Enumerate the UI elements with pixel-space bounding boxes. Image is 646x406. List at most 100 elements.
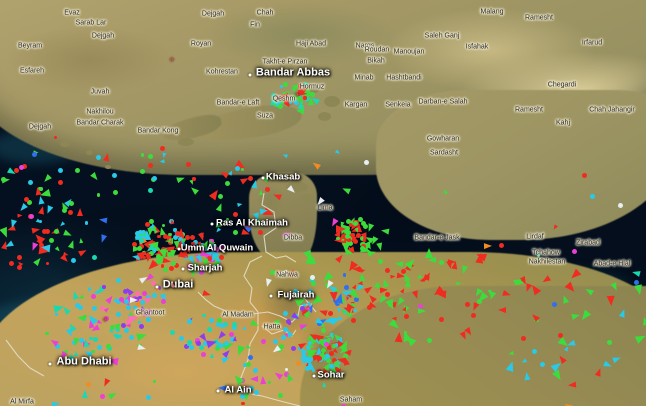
vessel-marker[interactable] xyxy=(484,242,493,250)
vessel-marker[interactable] xyxy=(16,254,22,260)
vessel-marker[interactable] xyxy=(9,260,15,266)
vessel-marker[interactable] xyxy=(202,313,206,317)
vessel-marker[interactable] xyxy=(345,233,351,239)
vessel-marker[interactable] xyxy=(299,306,305,312)
vessel-marker[interactable] xyxy=(186,248,191,253)
vessel-marker[interactable] xyxy=(173,228,177,232)
vessel-marker[interactable] xyxy=(19,164,25,170)
vessel-marker[interactable] xyxy=(321,381,327,388)
vessel-marker[interactable] xyxy=(28,179,34,185)
vessel-marker[interactable] xyxy=(362,224,368,229)
vessel-marker[interactable] xyxy=(279,343,285,349)
vessel-marker[interactable] xyxy=(142,251,146,255)
vessel-marker[interactable] xyxy=(145,222,151,228)
vessel-marker[interactable] xyxy=(45,228,51,234)
vessel-marker[interactable] xyxy=(351,265,360,272)
vessel-marker[interactable] xyxy=(342,240,348,246)
vessel-marker[interactable] xyxy=(327,311,333,317)
vessel-marker[interactable] xyxy=(141,291,147,297)
vessel-marker[interactable] xyxy=(226,218,230,222)
vessel-marker[interactable] xyxy=(192,239,198,245)
vessel-marker[interactable] xyxy=(216,321,222,327)
vessel-marker[interactable] xyxy=(232,321,238,327)
vessel-marker[interactable] xyxy=(99,394,105,400)
vessel-marker[interactable] xyxy=(140,229,146,235)
vessel-marker[interactable] xyxy=(147,187,153,193)
vessel-marker[interactable] xyxy=(342,354,348,360)
vessel-marker[interactable] xyxy=(344,285,350,291)
vessel-marker[interactable] xyxy=(567,381,577,388)
vessel-marker[interactable] xyxy=(242,326,246,331)
vessel-marker[interactable] xyxy=(138,324,144,330)
vessel-marker[interactable] xyxy=(233,211,239,217)
vessel-marker[interactable] xyxy=(156,259,162,265)
vessel-marker[interactable] xyxy=(278,95,284,101)
vessel-marker[interactable] xyxy=(238,385,244,391)
vessel-marker[interactable] xyxy=(179,242,185,248)
vessel-marker[interactable] xyxy=(290,345,296,351)
vessel-marker[interactable] xyxy=(115,312,121,318)
vessel-marker[interactable] xyxy=(199,270,205,276)
vessel-marker[interactable] xyxy=(190,234,196,240)
vessel-marker[interactable] xyxy=(304,365,310,371)
vessel-marker[interactable] xyxy=(447,258,456,266)
vessel-marker[interactable] xyxy=(438,316,444,322)
vessel-marker[interactable] xyxy=(208,239,213,243)
vessel-marker[interactable] xyxy=(151,281,157,287)
vessel-marker[interactable] xyxy=(163,251,169,257)
vessel-marker[interactable] xyxy=(78,305,84,311)
vessel-marker[interactable] xyxy=(351,318,357,324)
vessel-marker[interactable] xyxy=(633,280,639,286)
vessel-marker[interactable] xyxy=(178,236,184,242)
vessel-marker[interactable] xyxy=(200,248,207,257)
vessel-marker[interactable] xyxy=(1,176,7,182)
vessel-marker[interactable] xyxy=(169,249,177,259)
vessel-marker[interactable] xyxy=(326,357,332,363)
vessel-marker[interactable] xyxy=(92,336,98,342)
vessel-marker[interactable] xyxy=(145,253,152,263)
vessel-marker[interactable] xyxy=(110,325,116,331)
vessel-marker[interactable] xyxy=(641,316,646,326)
vessel-marker[interactable] xyxy=(103,315,109,321)
vessel-marker[interactable] xyxy=(582,173,588,179)
vessel-marker[interactable] xyxy=(156,247,160,252)
vessel-marker[interactable] xyxy=(305,355,309,360)
vessel-marker[interactable] xyxy=(186,264,192,270)
vessel-marker[interactable] xyxy=(394,260,404,268)
vessel-marker[interactable] xyxy=(220,244,226,250)
vessel-marker[interactable] xyxy=(168,266,174,272)
vessel-marker[interactable] xyxy=(210,253,214,257)
vessel-marker[interactable] xyxy=(572,249,578,255)
vessel-marker[interactable] xyxy=(520,336,526,342)
vessel-marker[interactable] xyxy=(27,200,33,206)
vessel-marker[interactable] xyxy=(90,294,96,300)
vessel-marker[interactable] xyxy=(147,162,153,168)
vessel-marker[interactable] xyxy=(298,345,304,351)
vessel-marker[interactable] xyxy=(17,265,23,271)
vessel-marker[interactable] xyxy=(143,233,149,239)
vessel-marker[interactable] xyxy=(102,285,106,289)
vessel-marker[interactable] xyxy=(38,243,44,249)
vessel-marker[interactable] xyxy=(184,343,190,349)
vessel-marker[interactable] xyxy=(277,346,283,352)
vessel-marker[interactable] xyxy=(55,312,59,316)
vessel-marker[interactable] xyxy=(633,283,644,296)
vessel-marker[interactable] xyxy=(281,100,285,105)
vessel-marker[interactable] xyxy=(115,334,121,340)
vessel-marker[interactable] xyxy=(148,226,154,232)
vessel-marker[interactable] xyxy=(152,175,158,181)
vessel-marker[interactable] xyxy=(283,81,289,87)
vessel-marker[interactable] xyxy=(558,332,564,338)
vessel-marker[interactable] xyxy=(91,349,95,353)
vessel-marker[interactable] xyxy=(69,200,75,206)
vessel-marker[interactable] xyxy=(328,364,334,370)
vessel-marker[interactable] xyxy=(120,323,126,329)
vessel-marker[interactable] xyxy=(79,338,85,344)
vessel-marker[interactable] xyxy=(115,277,121,283)
vessel-marker[interactable] xyxy=(301,310,307,316)
vessel-marker[interactable] xyxy=(477,299,483,305)
vessel-marker[interactable] xyxy=(51,400,61,406)
vessel-marker[interactable] xyxy=(81,316,87,322)
vessel-marker[interactable] xyxy=(212,248,217,252)
vessel-marker[interactable] xyxy=(334,360,340,366)
